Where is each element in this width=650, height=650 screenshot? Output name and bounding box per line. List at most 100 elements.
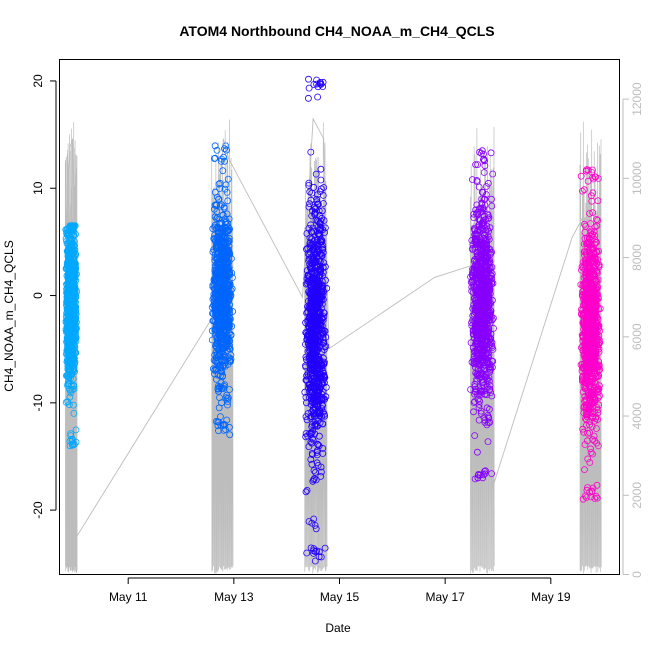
data-point: [303, 549, 311, 557]
data-point: [211, 223, 219, 231]
data-point: [219, 211, 227, 219]
data-point: [313, 547, 321, 555]
data-point: [321, 544, 329, 552]
data-point: [70, 222, 77, 230]
data-point: [70, 286, 78, 294]
plot-frame: [59, 59, 620, 575]
data-point: [220, 362, 227, 370]
data-point: [213, 201, 221, 209]
data-point: [65, 363, 73, 371]
data-point: [217, 225, 225, 233]
data-point: [215, 427, 222, 435]
data-point: [221, 185, 229, 193]
data-point: [213, 208, 221, 216]
y-tick-label: 10: [31, 181, 45, 195]
data-point: [212, 261, 219, 269]
data-point: [70, 409, 78, 417]
data-point: [215, 180, 223, 188]
data-point: [224, 401, 231, 409]
data-point: [223, 416, 231, 424]
data-point: [69, 249, 77, 257]
data-point: [216, 315, 224, 323]
data-point: [227, 351, 235, 359]
data-point: [211, 154, 219, 162]
data-point: [217, 157, 225, 165]
data-point: [223, 273, 231, 281]
data-point: [224, 227, 232, 235]
data-point: [223, 391, 231, 399]
data-point: [208, 327, 216, 335]
data-point: [214, 382, 222, 390]
data-point: [219, 236, 227, 244]
data-point: [227, 355, 235, 363]
data-point: [210, 370, 218, 378]
data-point: [73, 325, 80, 333]
data-point: [212, 417, 220, 425]
y2-tick-label: 6000: [630, 323, 644, 350]
data-point: [221, 218, 229, 226]
data-point: [63, 328, 70, 336]
data-point: [221, 264, 229, 271]
data-point: [220, 204, 228, 212]
data-point: [220, 238, 228, 246]
data-point: [225, 317, 233, 325]
data-point: [222, 146, 230, 154]
data-point: [304, 94, 312, 102]
data-point: [225, 242, 233, 250]
data-point: [223, 332, 231, 339]
data-point: [224, 309, 232, 317]
data-point: [66, 340, 74, 348]
data-point: [222, 142, 230, 150]
altitude-trace-line: [65, 117, 599, 541]
data-point: [71, 333, 79, 341]
data-point: [229, 308, 237, 315]
data-point: [65, 226, 72, 234]
series-1: [62, 222, 81, 450]
y-tick-label: 20: [31, 74, 45, 88]
data-points-layer: [62, 75, 604, 565]
data-point: [68, 316, 76, 324]
data-point: [66, 350, 73, 358]
data-point: [72, 230, 79, 238]
y2-tick-label: 8000: [630, 244, 644, 271]
y-axis-label: CH4_NOAA_m_CH4_QCLS: [2, 240, 16, 391]
x-tick-label: May 11: [109, 590, 148, 604]
x-tick-label: May 17: [425, 590, 465, 604]
data-point: [64, 351, 71, 358]
data-point: [209, 225, 217, 233]
data-point: [68, 270, 76, 278]
data-point: [310, 547, 317, 555]
x-tick-label: May 19: [531, 590, 571, 604]
data-point: [221, 279, 229, 287]
data-point: [311, 548, 319, 556]
data-point: [63, 308, 71, 316]
data-point: [65, 342, 73, 349]
data-point: [214, 298, 222, 306]
y-tick-label: 0: [31, 292, 45, 299]
data-point: [220, 246, 228, 254]
data-point: [214, 384, 222, 392]
data-point: [216, 179, 224, 187]
data-point: [65, 291, 73, 299]
data-point: [217, 290, 225, 298]
data-point: [224, 175, 232, 183]
data-point: [216, 394, 223, 402]
data-point: [64, 257, 72, 265]
data-point: [72, 426, 80, 434]
data-point: [487, 149, 495, 157]
data-point: [221, 253, 228, 261]
data-point: [70, 381, 78, 389]
data-point: [64, 304, 71, 312]
altitude-trace-layer: [64, 117, 602, 574]
data-point: [216, 413, 224, 421]
data-point: [221, 239, 228, 247]
data-point: [226, 431, 234, 439]
data-point: [210, 155, 218, 163]
y2-tick-label: 4000: [630, 402, 644, 429]
data-point: [213, 243, 221, 251]
data-point: [213, 193, 221, 201]
x-axis-label: Date: [325, 621, 351, 635]
data-point: [219, 384, 226, 392]
data-point: [218, 263, 226, 271]
